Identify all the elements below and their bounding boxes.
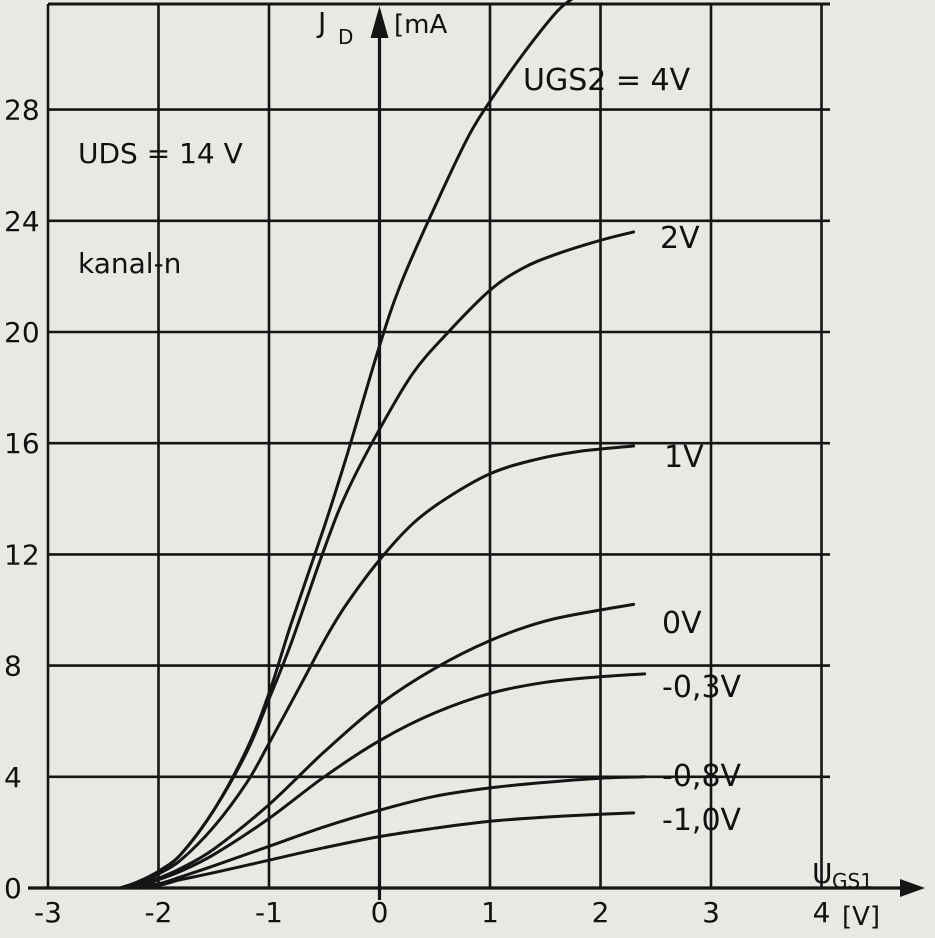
axes <box>28 6 925 900</box>
series-label: UGS2 = 4V <box>523 63 691 98</box>
x-tick-label: 4 <box>813 896 831 929</box>
series-line <box>123 672 647 890</box>
x-axis-label-unit: [V] <box>842 902 880 932</box>
y-tick-label: 28 <box>4 94 40 127</box>
grid <box>46 2 830 888</box>
series-lines <box>118 0 647 890</box>
series-label: 1V <box>664 440 704 475</box>
series-label: 0V <box>662 606 702 641</box>
x-tick-label: -3 <box>34 896 62 929</box>
x-axis-label-subscript: GS1 <box>832 869 873 893</box>
y-axis-label-subscript: D <box>338 25 353 49</box>
y-tick-label: 8 <box>4 650 22 683</box>
series-label: 2V <box>660 221 700 256</box>
x-tick-label: 0 <box>371 896 389 929</box>
series-label: -1,0V <box>662 803 742 838</box>
y-tick-label: 0 <box>4 872 22 905</box>
y-tick-label: 16 <box>4 427 40 460</box>
y-tick-label: 20 <box>4 316 40 349</box>
y-tick-label: 4 <box>4 761 22 794</box>
series-line <box>123 811 636 890</box>
series-label: -0,3V <box>662 670 742 705</box>
y-axis-label-unit: [mA <box>394 10 447 40</box>
x-axis-label-symbol: U <box>812 857 833 890</box>
x-axis-arrow <box>900 879 925 897</box>
y-tick-label: 12 <box>4 538 40 571</box>
annotation-uds: UDS = 14 V <box>78 137 243 170</box>
series-labels: UGS2 = 4V 2V 1V 0V -0,3V -0,8V -1,0V <box>523 63 742 838</box>
annotation-channel: kanal-n <box>78 247 181 280</box>
y-axis-arrow <box>370 6 389 38</box>
series-line <box>123 444 636 890</box>
series-line <box>123 230 636 890</box>
x-tick-label: 1 <box>481 896 499 929</box>
y-axis-label: J D [mA <box>316 6 447 49</box>
y-tick-label: 24 <box>4 205 40 238</box>
x-tick-label: 2 <box>592 896 610 929</box>
x-tick-label: -1 <box>255 896 283 929</box>
y-axis-label-symbol: J <box>316 6 326 39</box>
x-axis-label: U GS1 [V] <box>812 857 880 932</box>
x-tick-label: 3 <box>702 896 720 929</box>
series-line <box>123 775 647 890</box>
series-label: -0,8V <box>662 759 742 794</box>
x-tick-label: -2 <box>145 896 173 929</box>
